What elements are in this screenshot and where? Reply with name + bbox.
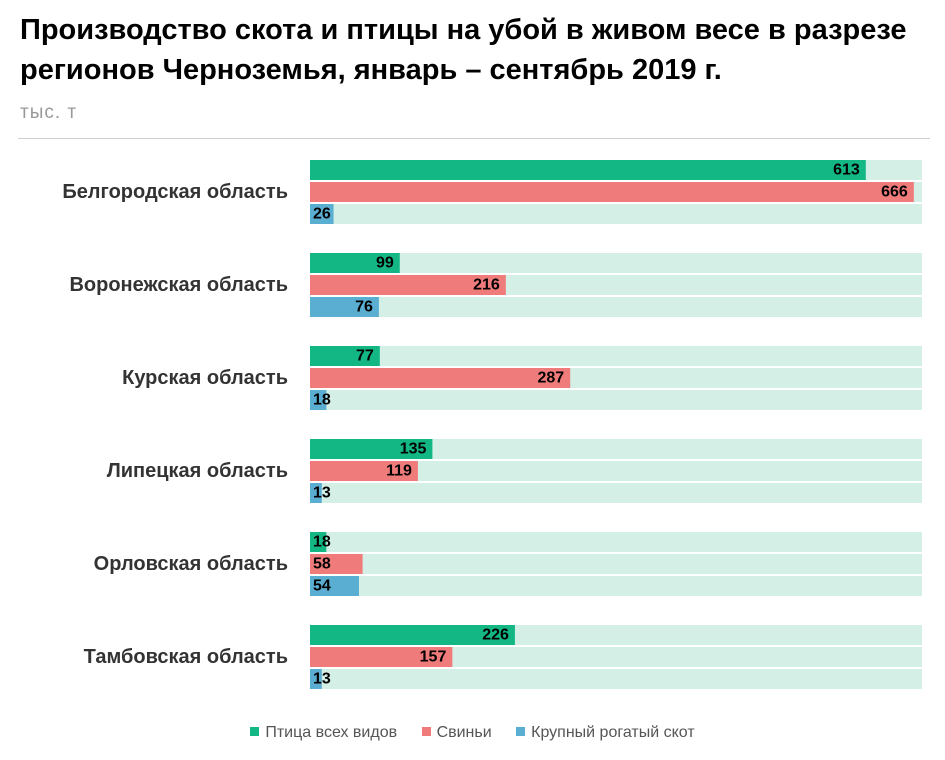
bar-cattle	[310, 483, 322, 503]
region-group: Воронежская область 99 216 76	[69, 253, 922, 317]
bar-track	[310, 439, 922, 459]
bar-cattle	[310, 576, 359, 596]
value-label-poultry: 77	[356, 348, 374, 365]
region-group: Тамбовская область 226 157 13	[84, 625, 922, 689]
bar-poultry	[310, 346, 380, 366]
bar-pigs	[310, 461, 418, 481]
unit-label: тыс. т	[20, 102, 78, 123]
bar-pigs	[310, 554, 363, 574]
bar-cattle	[310, 390, 327, 410]
value-label-pigs: 119	[386, 463, 412, 480]
bar-poultry	[310, 625, 515, 645]
value-label-poultry: 99	[376, 255, 394, 272]
value-label-pigs: 666	[881, 184, 908, 201]
bar-chart: Белгородская область 613 666 26 Воронежская …	[62, 160, 922, 689]
legend-swatch-cattle	[516, 727, 526, 736]
bar-cattle	[310, 669, 322, 689]
bar-track	[310, 554, 922, 574]
bar-pigs	[310, 647, 453, 667]
bar-track	[310, 390, 922, 410]
legend-item-poultry: Птица всех видов	[250, 724, 397, 742]
region-label: Воронежская область	[69, 274, 288, 296]
value-label-poultry: 613	[833, 162, 860, 179]
value-label-cattle: 26	[313, 206, 331, 223]
bar-pigs	[310, 182, 914, 202]
value-label-poultry: 18	[313, 534, 331, 551]
bar-track	[310, 204, 922, 224]
value-label-cattle: 76	[355, 299, 373, 316]
legend-label-poultry: Птица всех видов	[265, 724, 398, 741]
region-group: Белгородская область 613 666 26	[62, 160, 922, 224]
bar-poultry	[310, 253, 400, 273]
value-label-pigs: 216	[473, 277, 500, 294]
region-group: Липецкая область 135 119 13	[107, 439, 922, 503]
value-label-pigs: 157	[420, 649, 447, 666]
legend-label-pigs: Свиньи	[436, 724, 492, 741]
bar-track	[310, 647, 922, 667]
chart-title: Производство скота и птицы на убой в жив…	[20, 14, 907, 86]
bar-track	[310, 576, 922, 596]
value-label-poultry: 135	[400, 441, 427, 458]
value-label-cattle: 18	[313, 392, 331, 409]
region-label: Орловская область	[94, 553, 288, 575]
region-group: Курская область 77 287 18	[122, 346, 922, 410]
value-label-pigs: 58	[313, 556, 331, 573]
legend-swatch-poultry	[250, 727, 260, 736]
legend-swatch-pigs	[421, 727, 431, 736]
value-label-cattle: 54	[313, 578, 331, 595]
bar-poultry	[310, 532, 327, 552]
bar-pigs	[310, 368, 571, 388]
bar-cattle	[310, 204, 334, 224]
region-label: Белгородская область	[62, 181, 288, 203]
bar-pigs	[310, 275, 506, 295]
legend-item-cattle: Крупный рогатый скот	[516, 724, 695, 742]
bar-track	[310, 483, 922, 503]
region-group: Орловская область 18 58 54	[94, 532, 922, 596]
region-label: Липецкая область	[107, 460, 288, 482]
legend-label-cattle: Крупный рогатый скот	[531, 724, 695, 741]
value-label-pigs: 287	[538, 370, 565, 387]
value-label-poultry: 226	[482, 627, 509, 644]
bar-track	[310, 461, 922, 481]
bar-track	[310, 346, 922, 366]
bar-track	[310, 532, 922, 552]
region-label: Тамбовская область	[84, 646, 288, 668]
value-label-cattle: 13	[313, 485, 331, 502]
bar-poultry	[310, 160, 866, 180]
bar-track	[310, 253, 922, 273]
bar-poultry	[310, 439, 433, 459]
bar-track	[310, 297, 922, 317]
legend: Птица всех видов Свиньи Крупный рогатый …	[0, 724, 945, 742]
region-label: Курская область	[122, 367, 288, 389]
value-label-cattle: 13	[313, 671, 331, 688]
bar-track	[310, 669, 922, 689]
title-divider	[18, 138, 930, 139]
legend-item-pigs: Свиньи	[421, 724, 492, 742]
bar-cattle	[310, 297, 379, 317]
